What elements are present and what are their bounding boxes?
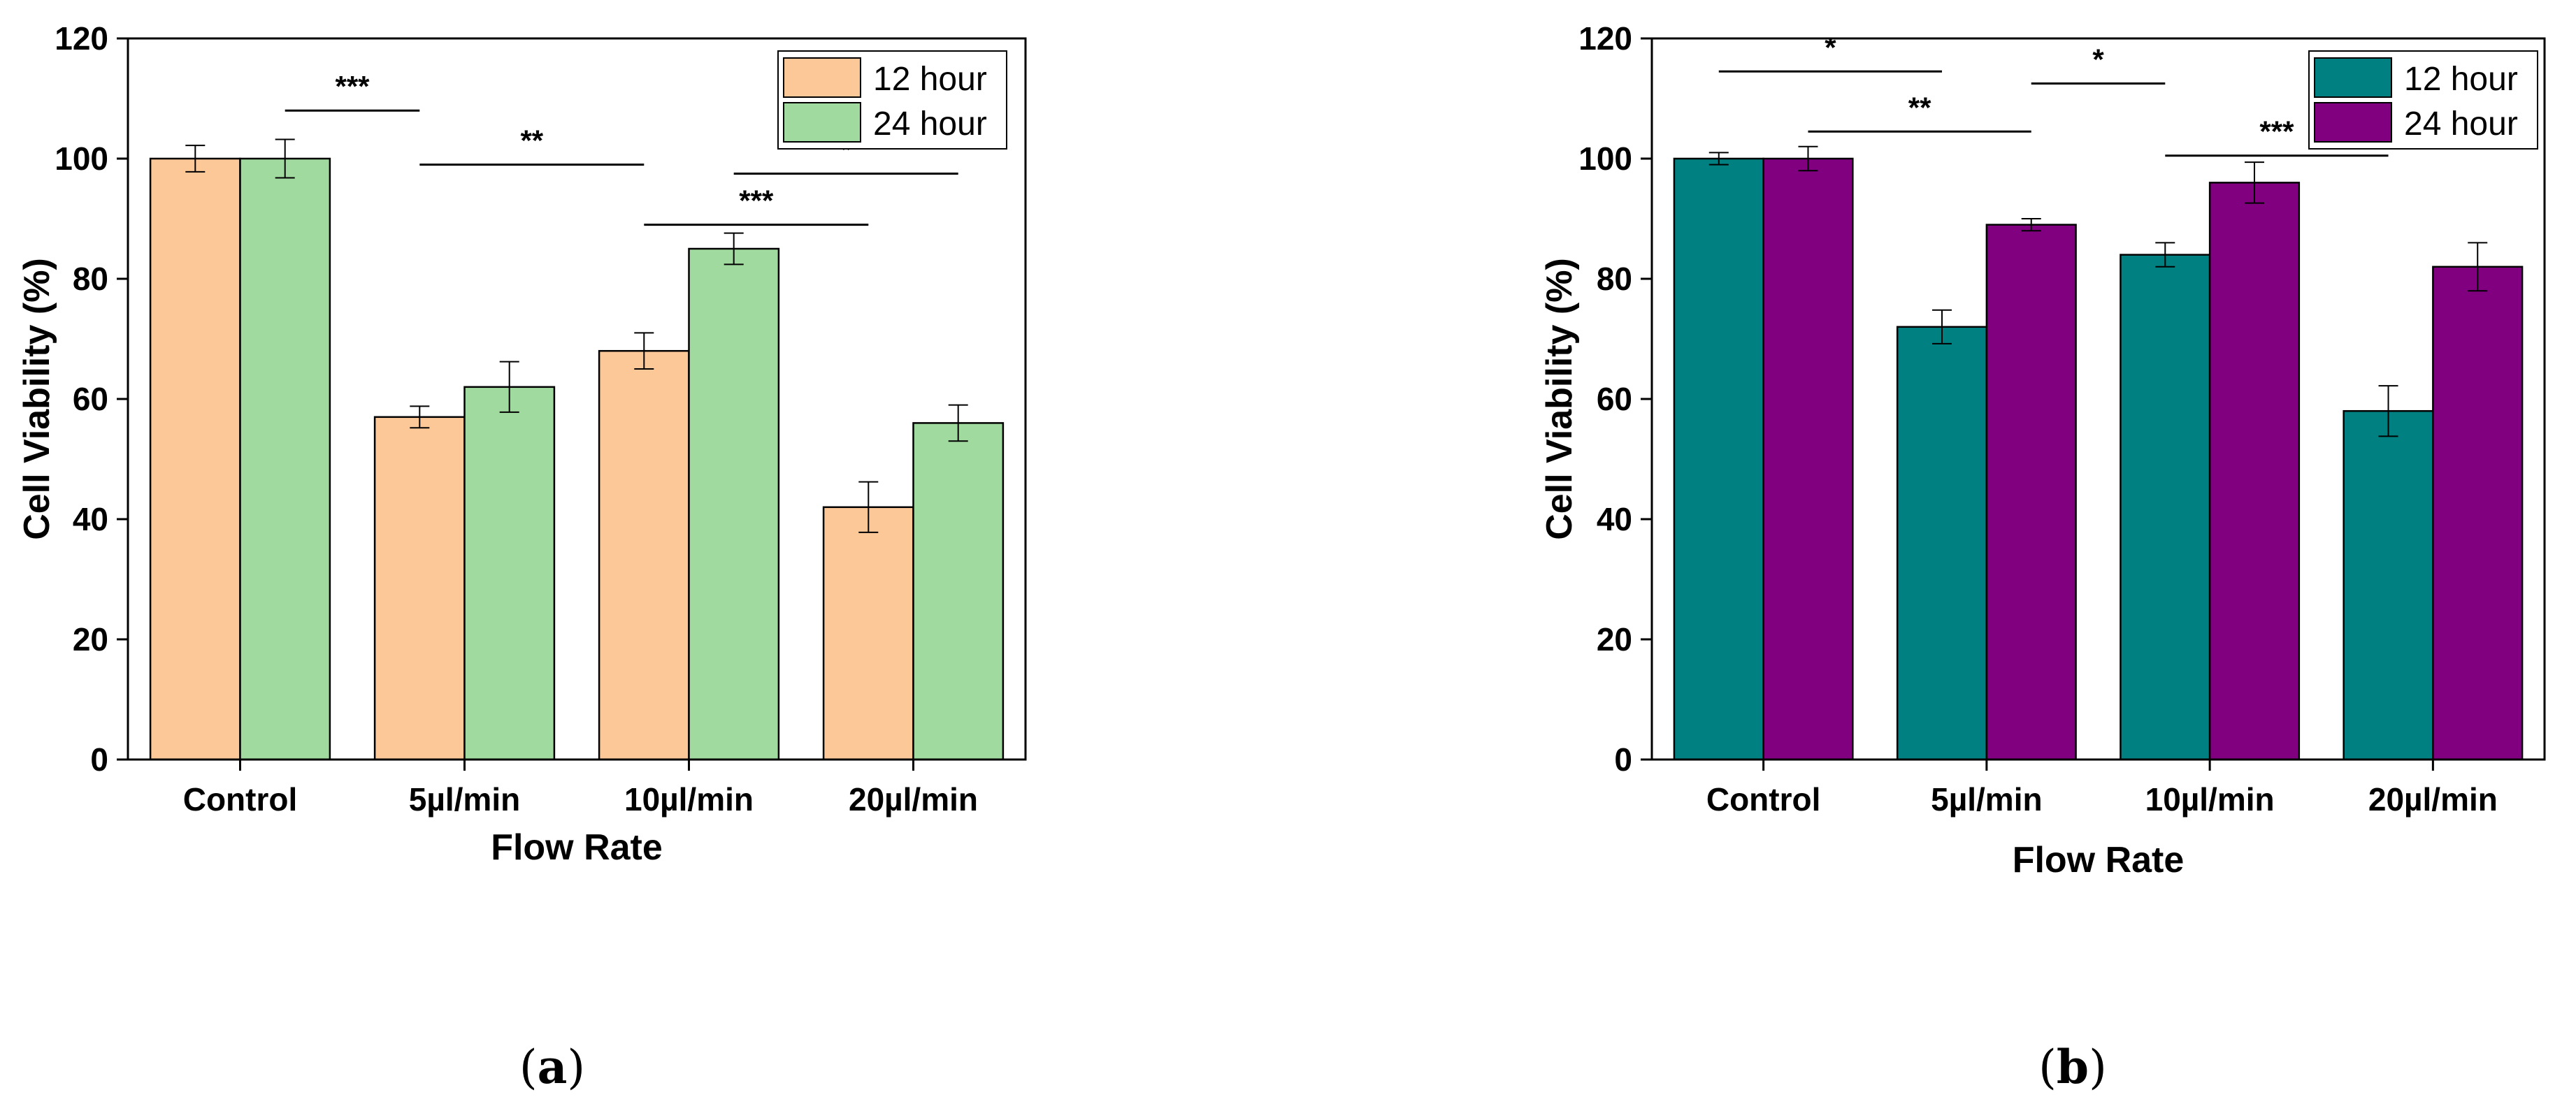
bar-12-hour-1	[1896, 326, 1988, 761]
y-tick-label: 40	[73, 501, 108, 537]
panel-caption-a: (a)	[519, 1040, 585, 1094]
x-tick-label: 5µl/min	[409, 781, 520, 818]
bar-24-hour-2	[2208, 182, 2301, 761]
y-tick-label: 0	[90, 741, 108, 778]
significance-label: *	[1825, 31, 1836, 64]
x-tick-label: 20µl/min	[849, 781, 978, 818]
chart-panel-b: 0 20 40 60 80 100 120 Control 5µl/min 10µl/min 20…	[1539, 20, 2546, 1094]
bar-12-hour-2	[598, 349, 690, 761]
significance-label: ***	[335, 70, 370, 103]
bar-24-hour-2	[688, 247, 780, 761]
legend-label-12-hour: 12 hour	[873, 61, 987, 98]
significance-label: *	[2092, 43, 2104, 76]
legend: 12 hour 24 hour	[777, 50, 1007, 150]
significance-label: **	[1908, 91, 1931, 124]
bar-12-hour-0	[149, 157, 241, 761]
bar-group	[149, 157, 1005, 761]
legend: 12 hour 24 hour	[2308, 50, 2538, 150]
bar-24-hour-3	[912, 422, 1005, 761]
y-tick-label: 40	[1597, 501, 1632, 537]
legend-swatch-24-hour	[2314, 102, 2392, 143]
bar-12-hour-0	[1673, 157, 1764, 761]
x-tick-label: 20µl/min	[2368, 781, 2498, 818]
y-tick-label: 80	[1597, 261, 1632, 297]
x-axis-ticks: Control 5µl/min 10µl/min 20µl/min	[1706, 760, 2498, 818]
significance-label: ***	[739, 184, 774, 217]
y-tick-label: 60	[73, 381, 108, 417]
x-axis-title: Flow Rate	[2013, 840, 2185, 880]
bar-12-hour-2	[2120, 254, 2211, 761]
bar-24-hour-1	[1985, 224, 2077, 761]
y-tick-label: 20	[1597, 621, 1632, 658]
significance-label: ***	[2259, 115, 2294, 148]
x-tick-label: 10µl/min	[2145, 781, 2275, 818]
y-tick-label: 60	[1597, 381, 1632, 417]
x-tick-label: Control	[1706, 781, 1821, 818]
panel-letter-a: a	[538, 1040, 568, 1094]
legend-swatch-12-hour	[2314, 57, 2392, 98]
y-axis-ticks: 0 20 40 60 80 100 120	[1578, 20, 1652, 778]
y-axis-title: Cell Viability (%)	[17, 258, 57, 540]
error-bar-group	[1708, 145, 2488, 437]
bar-group	[1673, 157, 2524, 761]
legend-label-12-hour: 12 hour	[2404, 61, 2518, 98]
legend-label-24-hour: 24 hour	[873, 106, 987, 143]
legend-swatch-12-hour	[783, 57, 861, 98]
bar-12-hour-3	[822, 506, 914, 761]
bar-24-hour-1	[463, 386, 556, 761]
significance-group: *******	[1718, 31, 2389, 157]
x-tick-label: Control	[183, 781, 298, 818]
y-axis-title: Cell Viability (%)	[1539, 258, 1580, 540]
y-tick-label: 120	[55, 20, 108, 57]
y-tick-label: 100	[55, 140, 108, 177]
x-tick-label: 10µl/min	[624, 781, 754, 818]
significance-label: **	[520, 124, 543, 157]
legend-label-24-hour: 24 hour	[2404, 106, 2518, 143]
y-axis-ticks: 0 20 40 60 80 100 120	[55, 20, 128, 778]
y-tick-label: 0	[1614, 741, 1632, 778]
x-axis-ticks: Control 5µl/min 10µl/min 20µl/min	[183, 760, 978, 818]
bar-24-hour-0	[239, 157, 331, 761]
panel-caption-b: (b)	[2038, 1040, 2107, 1094]
bar-12-hour-1	[373, 416, 466, 761]
significance-group: *********	[285, 70, 958, 226]
y-tick-label: 120	[1578, 20, 1632, 57]
y-tick-label: 20	[73, 621, 108, 658]
y-tick-label: 100	[1578, 140, 1632, 177]
chart-panel-a: 0 20 40 60 80 100 120 Control 5µl/min 10µl/min 20…	[17, 20, 1027, 1094]
x-tick-label: 5µl/min	[1931, 781, 2042, 818]
bar-24-hour-0	[1762, 157, 1854, 761]
panel-letter-b: b	[2057, 1040, 2089, 1094]
y-tick-label: 80	[73, 261, 108, 297]
bar-24-hour-3	[2432, 266, 2524, 761]
legend-swatch-24-hour	[783, 102, 861, 143]
x-axis-title: Flow Rate	[491, 827, 663, 868]
error-bar-group	[185, 138, 968, 533]
bar-12-hour-3	[2343, 409, 2434, 761]
